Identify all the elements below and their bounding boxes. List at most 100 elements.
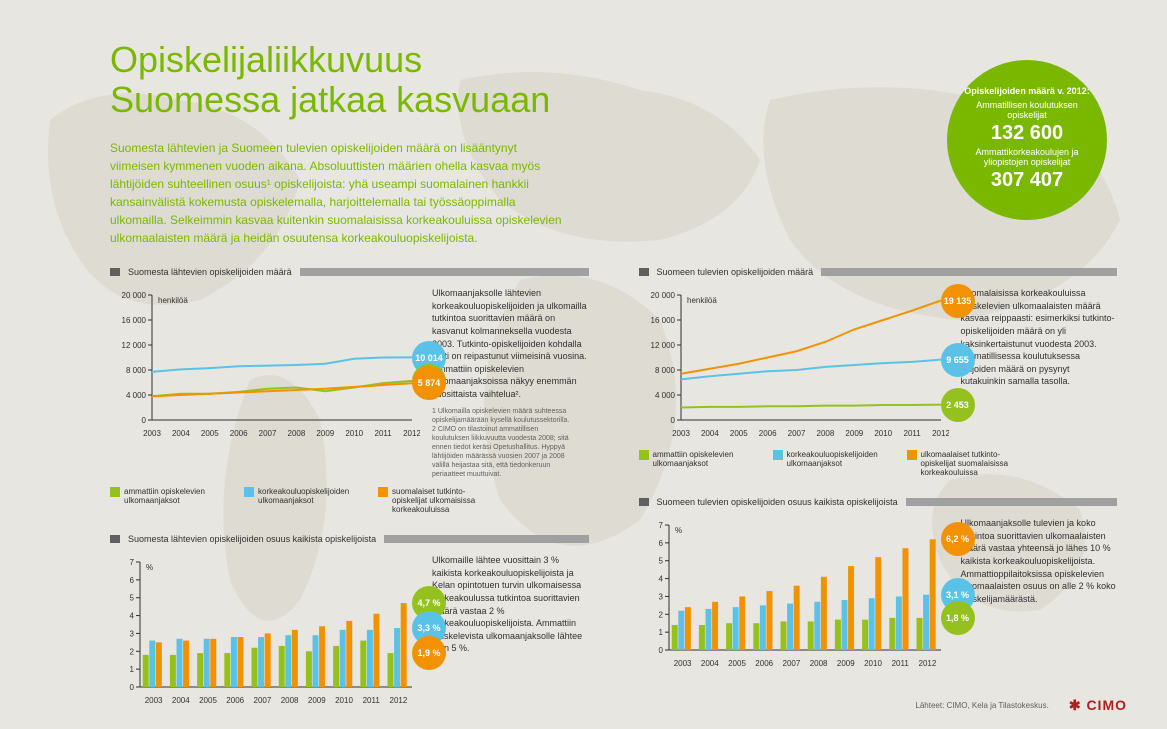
svg-text:0: 0 bbox=[670, 416, 675, 425]
svg-text:2008: 2008 bbox=[281, 696, 299, 705]
svg-text:2006: 2006 bbox=[755, 659, 773, 668]
svg-text:5: 5 bbox=[130, 594, 135, 603]
chart-area: 01234567%2003200420052006200720082009201… bbox=[639, 517, 949, 672]
content: Opiskelijaliikkuvuus Suomessa jatkaa kas… bbox=[0, 0, 1167, 722]
svg-text:2010: 2010 bbox=[345, 429, 363, 438]
svg-text:%: % bbox=[675, 526, 682, 535]
legend: ammattiin opiskelevien ulkomaanjaksot kor… bbox=[110, 487, 589, 514]
panels: Suomesta lähtevien opiskelijoiden määrä … bbox=[110, 267, 1117, 729]
chart-row: 0 4 000 8 000 12 000 16 000 20 000 henkilöä 200… bbox=[639, 287, 1118, 442]
svg-text:2005: 2005 bbox=[729, 429, 747, 438]
legend-item: ulkomaalaiset tutkinto-opiskelijat suoma… bbox=[907, 450, 1027, 477]
svg-text:6: 6 bbox=[658, 539, 663, 548]
svg-text:20 000: 20 000 bbox=[650, 291, 675, 300]
svg-text:2006: 2006 bbox=[758, 429, 776, 438]
svg-text:7: 7 bbox=[130, 558, 135, 567]
chart3-block: Suomesta lähtevien opiskelijoiden osuus … bbox=[110, 534, 589, 709]
chart-side-text: Ulkomaanjaksolle lähtevien korkeakouluop… bbox=[432, 287, 589, 400]
svg-text:6: 6 bbox=[130, 576, 135, 585]
svg-text:2008: 2008 bbox=[288, 429, 306, 438]
svg-text:2011: 2011 bbox=[363, 696, 381, 705]
svg-text:8 000: 8 000 bbox=[126, 366, 147, 375]
legend-item: korkeakouluopiskelijoiden ulkomaanjaksot bbox=[244, 487, 364, 514]
value-bubble: 9 655 bbox=[941, 343, 975, 377]
chart-area: 01234567%2003200420052006200720082009201… bbox=[110, 554, 420, 709]
svg-text:2011: 2011 bbox=[903, 429, 921, 438]
side-column: Ulkomaanjaksolle tulevien ja koko tutkin… bbox=[961, 517, 1118, 672]
svg-text:2008: 2008 bbox=[809, 659, 827, 668]
badge-label1: Ammatillisen koulutuksen opiskelijat bbox=[962, 100, 1092, 120]
badge-label2: Ammattikorkeakoulujen ja yliopistojen op… bbox=[962, 147, 1092, 167]
svg-text:2004: 2004 bbox=[172, 696, 190, 705]
svg-text:12 000: 12 000 bbox=[650, 341, 675, 350]
footnote: 1 Ulkomailla opiskelevien määrä suhteess… bbox=[432, 407, 572, 480]
footer-source: Lähteet: CIMO, Kela ja Tilastokeskus. bbox=[915, 701, 1048, 710]
svg-text:12 000: 12 000 bbox=[122, 341, 147, 350]
svg-text:2004: 2004 bbox=[172, 429, 190, 438]
svg-text:2005: 2005 bbox=[201, 429, 219, 438]
svg-text:8 000: 8 000 bbox=[654, 366, 675, 375]
svg-text:2012: 2012 bbox=[932, 429, 949, 438]
svg-text:2009: 2009 bbox=[316, 429, 334, 438]
legend-item: suomalaiset tutkinto-opiskelijat ulkomai… bbox=[378, 487, 498, 514]
svg-text:20 000: 20 000 bbox=[122, 291, 147, 300]
svg-text:2008: 2008 bbox=[816, 429, 834, 438]
svg-text:16 000: 16 000 bbox=[650, 316, 675, 325]
svg-text:2004: 2004 bbox=[700, 659, 718, 668]
svg-text:2007: 2007 bbox=[254, 696, 272, 705]
chart-header: Suomeen tulevien opiskelijoiden osuus ka… bbox=[639, 497, 1118, 507]
svg-text:2012: 2012 bbox=[918, 659, 936, 668]
svg-text:2012: 2012 bbox=[403, 429, 420, 438]
svg-text:3: 3 bbox=[130, 630, 135, 639]
svg-text:2003: 2003 bbox=[143, 429, 161, 438]
value-bubble: 19 135 bbox=[941, 284, 975, 318]
svg-text:henkilöä: henkilöä bbox=[158, 296, 188, 305]
legend: ammattiin opiskelevien ulkomaanjaksotkor… bbox=[639, 450, 1118, 477]
chart-header: Suomeen tulevien opiskelijoiden määrä bbox=[639, 267, 1118, 277]
chart-side-text: Ulkomaille lähtee vuosittain 3 % kaikist… bbox=[432, 554, 589, 655]
chart-side-text: Ulkomaanjaksolle tulevien ja koko tutkin… bbox=[961, 517, 1118, 605]
svg-text:2006: 2006 bbox=[226, 696, 244, 705]
svg-text:1: 1 bbox=[658, 628, 663, 637]
chart-row: 04 0008 00012 00016 00020 000henkilöä200… bbox=[110, 287, 589, 479]
panel-left: Suomesta lähtevien opiskelijoiden määrä … bbox=[110, 267, 589, 729]
legend-item: ammattiin opiskelevien ulkomaanjaksot bbox=[639, 450, 759, 477]
svg-text:2004: 2004 bbox=[700, 429, 718, 438]
title-line1: Opiskelijaliikkuvuus bbox=[110, 39, 422, 80]
svg-text:2003: 2003 bbox=[145, 696, 163, 705]
chart-title: Suomeen tulevien opiskelijoiden osuus ka… bbox=[657, 497, 898, 507]
chart-header: Suomesta lähtevien opiskelijoiden määrä bbox=[110, 267, 589, 277]
chart2-block: Suomeen tulevien opiskelijoiden määrä 0 4… bbox=[639, 267, 1118, 477]
value-bubble: 6,2 % bbox=[941, 522, 975, 556]
chart-header: Suomesta lähtevien opiskelijoiden osuus … bbox=[110, 534, 589, 544]
svg-text:2007: 2007 bbox=[259, 429, 277, 438]
svg-text:0: 0 bbox=[658, 646, 663, 655]
chart-title: Suomesta lähtevien opiskelijoiden osuus … bbox=[128, 534, 376, 544]
chart-row: 01234567%2003200420052006200720082009201… bbox=[639, 517, 1118, 672]
svg-text:henkilöä: henkilöä bbox=[687, 296, 717, 305]
svg-text:4 000: 4 000 bbox=[654, 391, 675, 400]
svg-text:2007: 2007 bbox=[782, 659, 800, 668]
svg-text:%: % bbox=[146, 563, 153, 572]
chart-title: Suomesta lähtevien opiskelijoiden määrä bbox=[128, 267, 292, 277]
svg-text:2003: 2003 bbox=[673, 659, 691, 668]
svg-text:0: 0 bbox=[130, 683, 135, 692]
svg-text:7: 7 bbox=[658, 521, 663, 530]
side-column: Suomalaisissa korkeakouluissa opiskelevi… bbox=[961, 287, 1118, 442]
svg-text:2006: 2006 bbox=[230, 429, 248, 438]
svg-text:5: 5 bbox=[658, 557, 663, 566]
legend-item: ammattiin opiskelevien ulkomaanjaksot bbox=[110, 487, 230, 514]
svg-text:2003: 2003 bbox=[672, 429, 690, 438]
svg-text:2010: 2010 bbox=[335, 696, 353, 705]
value-bubble: 2 453 bbox=[941, 388, 975, 422]
chart-side-text: Suomalaisissa korkeakouluissa opiskelevi… bbox=[961, 287, 1118, 388]
svg-text:2: 2 bbox=[130, 648, 135, 657]
logo: ✱ CIMO bbox=[1069, 697, 1127, 714]
svg-text:2007: 2007 bbox=[787, 429, 805, 438]
intro-text: Suomesta lähtevien ja Suomeen tulevien o… bbox=[110, 139, 570, 247]
svg-text:4 000: 4 000 bbox=[126, 391, 147, 400]
svg-text:2011: 2011 bbox=[375, 429, 393, 438]
svg-text:2005: 2005 bbox=[199, 696, 217, 705]
badge-val1: 132 600 bbox=[991, 122, 1063, 145]
stat-badge: Opiskelijoiden määrä v. 2012: Ammatillis… bbox=[947, 60, 1107, 220]
